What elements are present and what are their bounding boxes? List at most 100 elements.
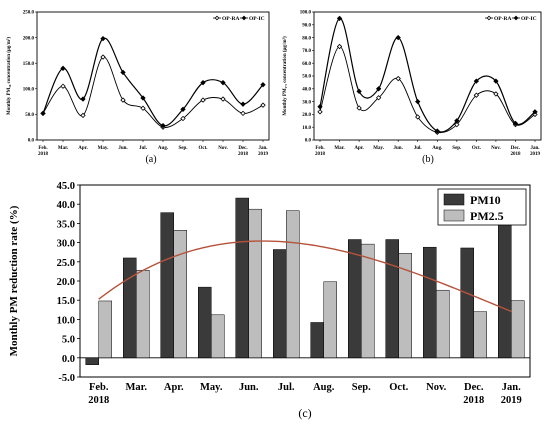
data-point-op-ic <box>473 78 480 84</box>
bar-pm25 <box>323 281 337 359</box>
bar-pm10 <box>198 286 212 359</box>
data-point-op-ra <box>454 121 460 128</box>
y-tick-label: 0.0 <box>62 354 75 365</box>
x-tick-label: May. <box>373 146 384 151</box>
bar-pm10 <box>123 257 137 359</box>
legend-label-pm25: PM2.5 <box>470 209 504 223</box>
legend-label-op-ic: OP-IC <box>249 16 265 22</box>
y-tick-label: 5.0 <box>62 335 75 346</box>
y-tick-label: 35.0 <box>57 219 75 230</box>
x-tick-label: Aug. <box>313 382 335 393</box>
bar-pm10 <box>423 246 437 359</box>
y-tick-label: 70.0 <box>302 49 311 54</box>
data-point-op-ic <box>415 98 421 105</box>
x-tick-year-label: 2018 <box>510 152 521 157</box>
x-tick-label: Sep. <box>352 382 371 393</box>
panel-label: (a) <box>145 154 156 165</box>
x-tick-label: Mar. <box>126 382 148 393</box>
x-tick-year-label: 2019 <box>258 152 269 157</box>
bar-pm10 <box>310 322 324 359</box>
bar-pm25 <box>173 230 187 359</box>
data-point-op-ic <box>200 79 206 86</box>
y-tick-label: 60.0 <box>302 62 311 67</box>
data-point-op-ic <box>40 110 46 117</box>
data-point-op-ic <box>100 35 106 42</box>
y-tick-label: 30.0 <box>302 100 311 105</box>
y-tick-label: -5.0 <box>58 373 75 384</box>
data-point-op-ra <box>317 109 323 115</box>
x-tick-label: Nov. <box>491 146 501 151</box>
data-point-op-ra <box>260 102 266 108</box>
data-point-op-ra <box>336 43 343 50</box>
x-tick-label: Jan. <box>530 146 540 151</box>
x-tick-year-label: 2018 <box>38 152 49 157</box>
data-point-op-ra <box>200 97 206 103</box>
bar-pm25 <box>436 289 450 359</box>
x-tick-label: Nov. <box>426 382 447 393</box>
data-point-op-ra <box>240 110 246 117</box>
x-tick-label: Sep. <box>452 146 462 151</box>
data-point-op-ic <box>180 106 186 112</box>
x-tick-label: Feb. <box>89 382 109 393</box>
data-point-op-ic <box>80 96 86 102</box>
legend-swatch-pm10 <box>443 193 465 206</box>
data-point-op-ra <box>180 115 186 122</box>
data-point-op-ra <box>415 114 421 120</box>
y-tick-label: 0.0 <box>28 139 35 144</box>
y-tick-label: 250.0 <box>23 11 35 16</box>
bar-pm25 <box>473 311 487 359</box>
data-point-op-ic <box>493 78 499 84</box>
x-tick-label: Jan. <box>258 146 268 151</box>
bar-pm25 <box>398 253 412 359</box>
x-tick-label: Apr. <box>164 382 184 393</box>
data-point-op-ra <box>356 105 362 111</box>
data-point-op-ic <box>240 101 246 107</box>
panel-label: (b) <box>422 154 434 165</box>
data-point-op-ra <box>220 96 226 102</box>
x-tick-year-label: 2018 <box>463 395 484 406</box>
y-tick-label: 15.0 <box>57 296 75 307</box>
trend-line <box>98 240 512 313</box>
legend-swatch-pm25 <box>443 209 465 222</box>
bar-pm25 <box>211 314 225 359</box>
data-point-op-ra <box>395 75 401 82</box>
data-point-op-ic <box>317 104 323 110</box>
x-tick-label: Aug. <box>432 146 443 151</box>
y-axis-label: Monthly PM₁₀ concentration (µg/m³) <box>6 37 12 115</box>
x-tick-label: Jan. <box>502 382 521 393</box>
data-point-op-ic <box>512 120 519 127</box>
data-point-op-ic <box>395 34 401 41</box>
bar-pm10 <box>273 249 287 359</box>
bar-pm25 <box>286 210 300 359</box>
data-point-op-ic <box>120 69 126 76</box>
y-tick-label: 30.0 <box>57 239 75 250</box>
data-point-op-ic <box>260 82 266 88</box>
bar-pm10 <box>460 247 474 359</box>
x-tick-label: Dec. <box>511 146 521 151</box>
data-point-op-ra <box>140 105 146 111</box>
x-tick-label: May. <box>200 382 223 393</box>
data-point-op-ic <box>375 86 382 92</box>
bar-pm25 <box>248 208 262 359</box>
data-point-op-ra <box>493 91 499 97</box>
bar-pm10 <box>160 212 174 359</box>
data-point-op-ic <box>336 15 343 22</box>
legend-label-op-ra: OP-RA <box>222 16 239 22</box>
y-tick-label: 90.0 <box>302 24 311 29</box>
x-tick-label: Feb. <box>38 146 48 151</box>
bar-pm25 <box>136 269 150 359</box>
legend-label-pm10: PM10 <box>470 193 501 207</box>
y-tick-label: 100.0 <box>23 88 35 93</box>
legend-label-op-ic: OP-IC <box>521 16 537 22</box>
data-point-op-ic <box>160 122 166 129</box>
y-tick-label: 50.0 <box>25 113 34 118</box>
x-tick-label: Oct. <box>389 382 408 393</box>
x-tick-label: Dec. <box>238 146 248 151</box>
y-tick-label: 20.0 <box>57 277 75 288</box>
x-tick-label: Apr. <box>354 146 364 151</box>
y-tick-label: 25.0 <box>57 258 75 269</box>
x-tick-year-label: 2018 <box>315 152 326 157</box>
